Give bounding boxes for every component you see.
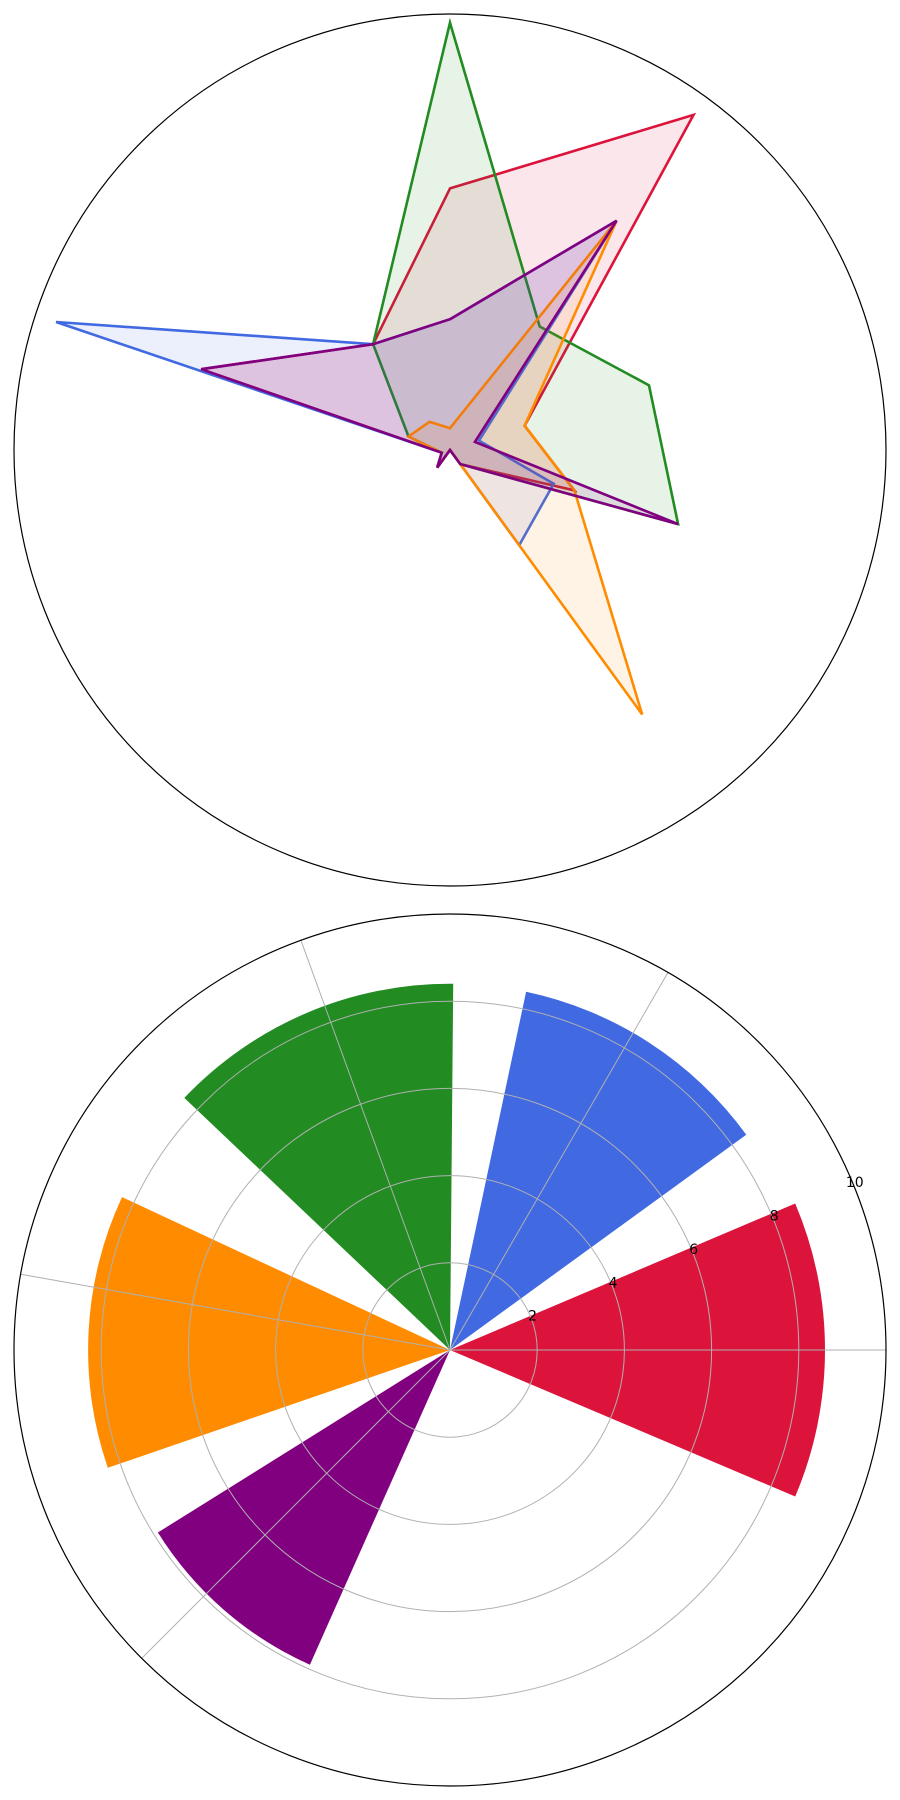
radial-tick-label-2: 2 [528, 1309, 537, 1325]
polar-bar-3 [184, 983, 454, 1350]
radar-series-line-5 [200, 219, 679, 526]
polar-bar-5 [157, 1350, 450, 1665]
angular-gridline-225 [141, 1349, 451, 1659]
radar-series-fill-1 [201, 114, 694, 491]
radar-series-fill-3 [56, 220, 617, 546]
radar-series-fill-4 [408, 220, 643, 715]
radar-outer-circle [13, 13, 887, 887]
radial-tick-label-6: 6 [689, 1242, 698, 1258]
angular-gridline-60 [449, 972, 669, 1351]
polar-bar-chart: 2 4 6 8 10 [13, 913, 887, 1787]
radar-series-fill-5 [201, 220, 679, 525]
radial-tick-label-8: 8 [770, 1209, 779, 1225]
radar-series-fill-2 [373, 22, 679, 525]
angular-gridline-110 [300, 940, 451, 1351]
polar-outer-circle [13, 913, 887, 1787]
radar-chart [13, 13, 887, 887]
radial-tick-label-4: 4 [609, 1275, 618, 1291]
radial-tick-label-10: 10 [846, 1175, 864, 1191]
polar-bar-4 [88, 1197, 451, 1468]
angular-gridline-170 [20, 1273, 451, 1351]
